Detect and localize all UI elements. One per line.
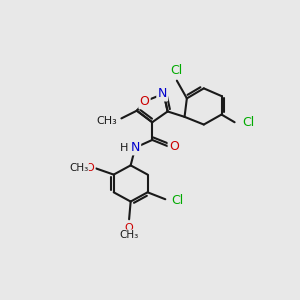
Text: N: N xyxy=(158,87,167,100)
Text: Cl: Cl xyxy=(172,194,184,207)
Text: O: O xyxy=(86,164,94,173)
Text: CH₃: CH₃ xyxy=(97,116,118,127)
Text: Cl: Cl xyxy=(171,64,183,77)
Text: Cl: Cl xyxy=(242,116,255,129)
Text: CH₃: CH₃ xyxy=(69,164,88,173)
Text: O: O xyxy=(169,140,179,153)
Text: N: N xyxy=(130,141,140,154)
Text: O: O xyxy=(140,95,149,108)
Text: O: O xyxy=(125,223,134,233)
Text: CH₃: CH₃ xyxy=(119,230,139,240)
Text: H: H xyxy=(120,143,128,153)
